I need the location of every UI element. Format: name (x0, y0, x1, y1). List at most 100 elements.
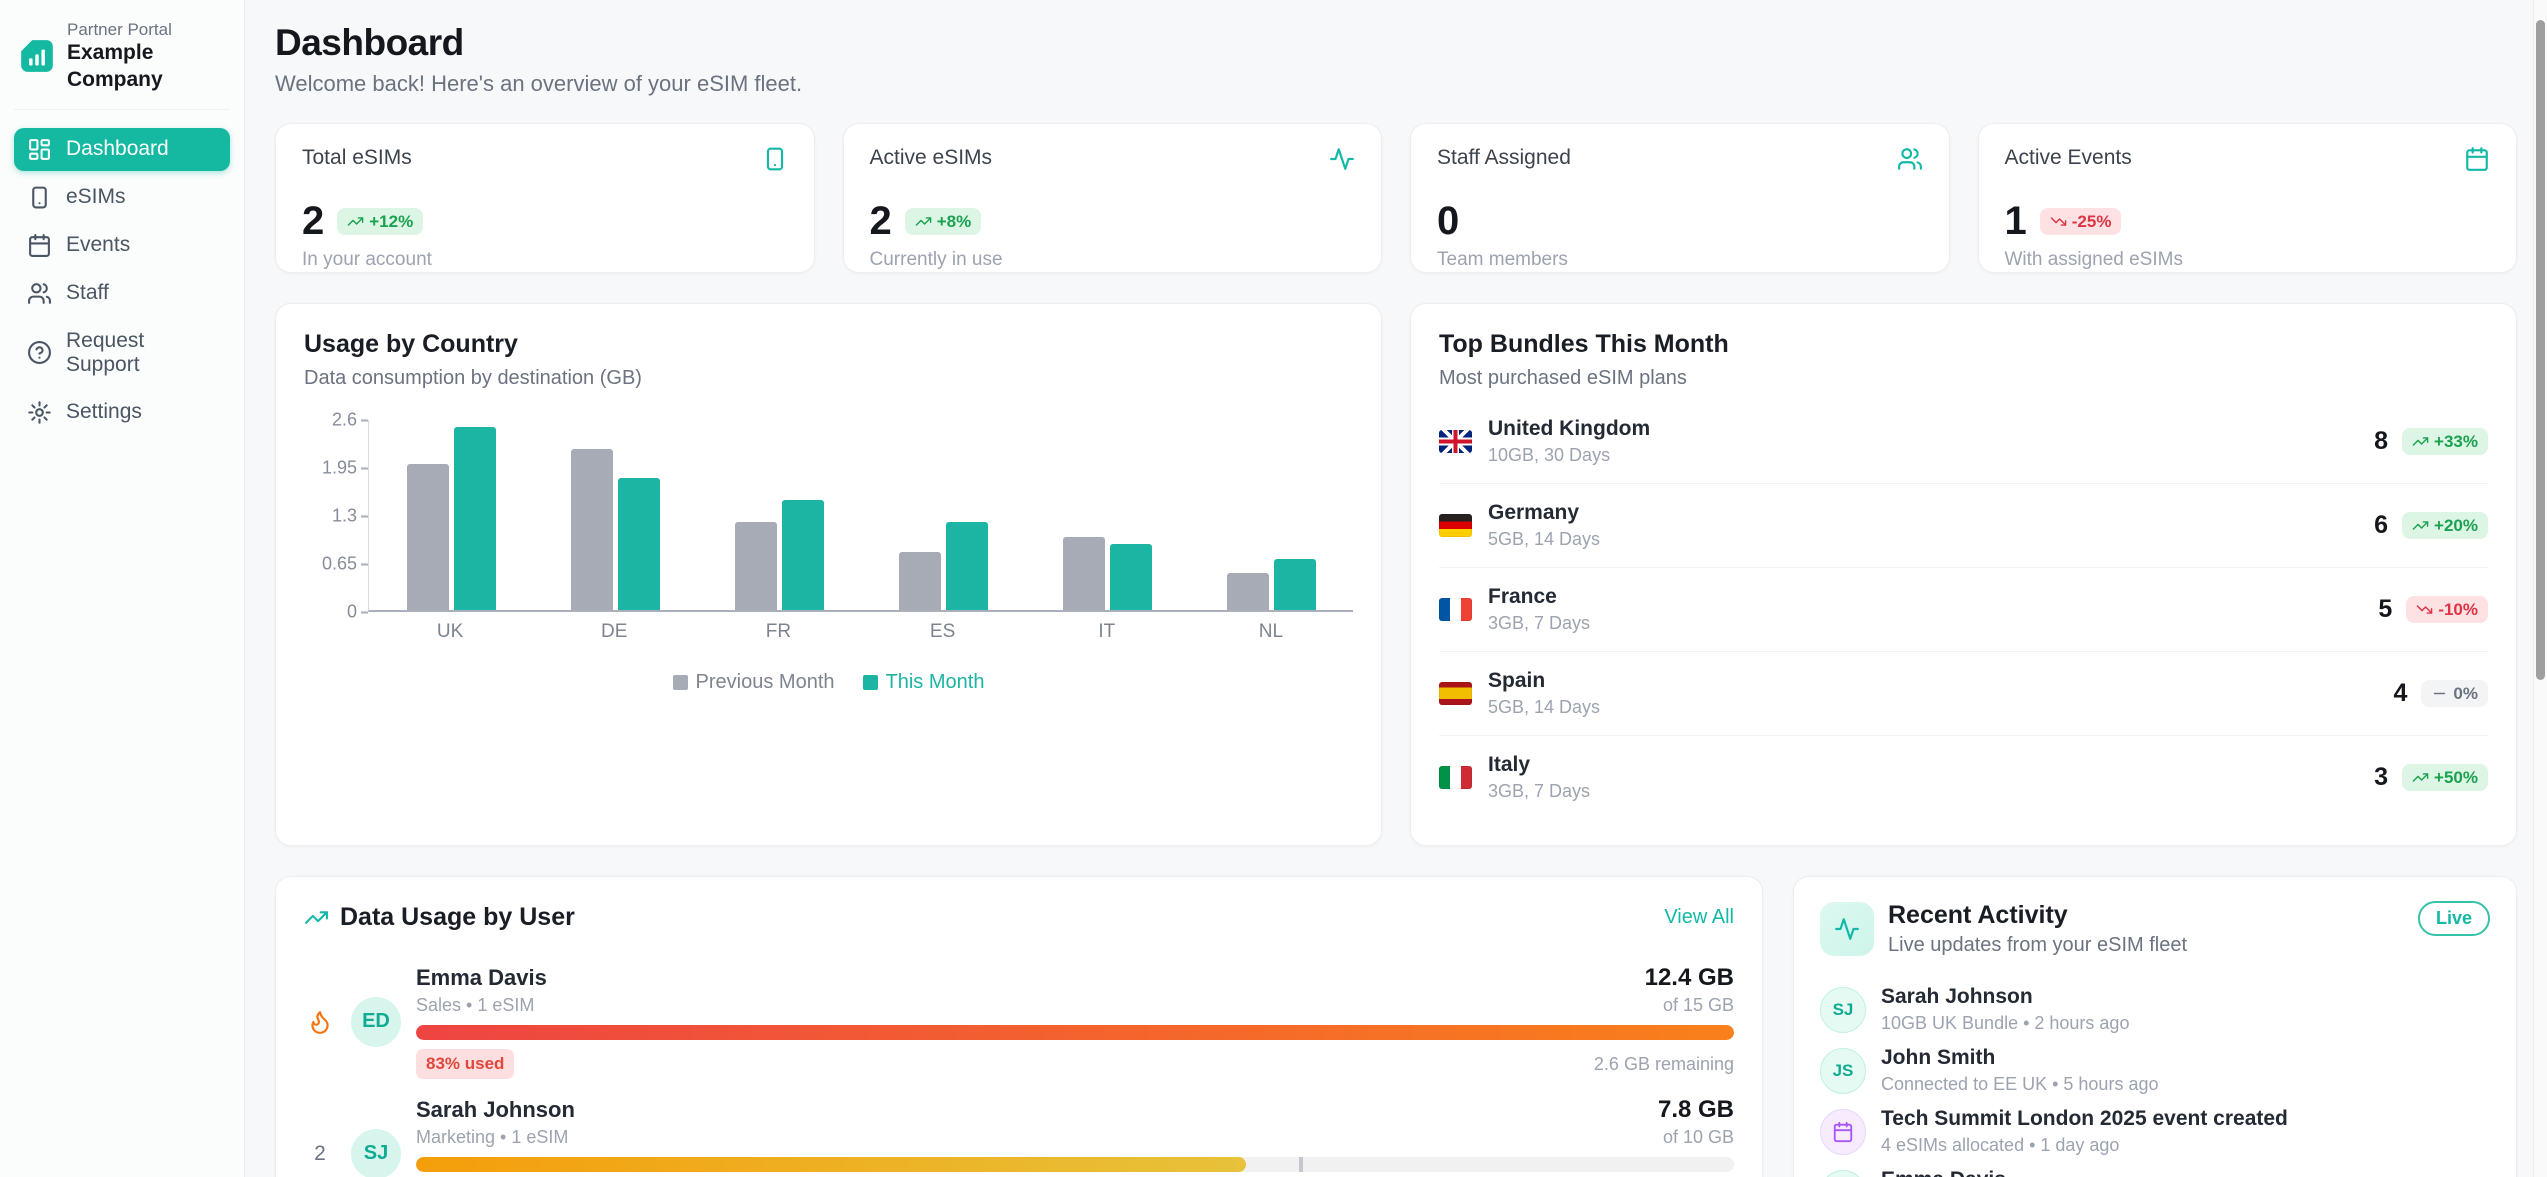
chart-y-tick: 0 (347, 602, 368, 623)
usage-by-country-card: Usage by Country Data consumption by des… (275, 303, 1382, 846)
main-content: Dashboard Welcome back! Here's an overvi… (245, 0, 2547, 1177)
usage-chart-subtitle: Data consumption by destination (GB) (304, 367, 1353, 390)
chart-x-label: NL (1189, 621, 1353, 643)
chart-bar-previous-month (407, 464, 449, 610)
chart-bar-group (533, 420, 697, 610)
chart-tick-dash (361, 467, 368, 469)
chart-x-label: IT (1025, 621, 1189, 643)
sidebar-item-staff[interactable]: Staff (14, 272, 230, 315)
gear-icon (27, 400, 52, 425)
chart-bar-group (369, 420, 533, 610)
activity-meta: 4 eSIMs allocated • 1 day ago (1881, 1135, 2288, 1156)
stat-caption: In your account (302, 249, 788, 271)
chart-tick-dash (361, 563, 368, 565)
legend-swatch (863, 675, 878, 690)
stat-icon-wrap (1897, 146, 1923, 177)
recent-activity-title: Recent Activity (1888, 901, 2187, 930)
sidebar-item-dashboard[interactable]: Dashboard (14, 128, 230, 171)
users-icon (1897, 146, 1923, 172)
stat-label: Total eSIMs (302, 146, 412, 170)
bundle-country: Spain (1488, 669, 2378, 693)
top-bundles-title: Top Bundles This Month (1439, 330, 2488, 359)
help-circle-icon (27, 340, 52, 365)
chart-legend: Previous Month This Month (304, 671, 1353, 694)
sidebar-item-events[interactable]: Events (14, 224, 230, 267)
chart-bar-this-month (782, 500, 824, 610)
sim-card-icon (27, 185, 52, 210)
bundle-count: 5 (2378, 595, 2392, 624)
brand-logo-icon (18, 37, 56, 75)
stat-value: 0 (1437, 201, 1459, 241)
chart-x-label: FR (696, 621, 860, 643)
it-flag-icon (1439, 766, 1472, 789)
activity-row-emma-davis: EDEmma DavisVodafone UK - Birmingham • 1… (1820, 1162, 2490, 1177)
usage-chart: 00.651.31.952.6 UKDEFRESITNL Previous Mo… (304, 420, 1353, 694)
trend-down-icon (2416, 601, 2433, 618)
chart-tick-dash (361, 611, 368, 613)
user-name: Sarah Johnson (416, 1097, 575, 1123)
sidebar-item-label: Events (66, 233, 130, 257)
activity-row-sarah-johnson: SJSarah Johnson10GB UK Bundle • 2 hours … (1820, 979, 2490, 1040)
usage-progress-track (416, 1025, 1734, 1040)
top-user-flame (304, 1009, 336, 1035)
event-calendar-icon (1820, 1109, 1866, 1155)
gb-flag-icon (1439, 430, 1472, 453)
chart-tick-dash (361, 515, 368, 517)
stat-caption: Team members (1437, 249, 1923, 271)
chart-bar-this-month (454, 427, 496, 610)
chart-bar-this-month (618, 478, 660, 610)
change-badge: -25% (2040, 208, 2122, 235)
stat-caption: With assigned eSIMs (2005, 249, 2491, 271)
sidebar-item-label: Staff (66, 281, 109, 305)
activity-name: Emma Davis (1881, 1168, 2194, 1177)
view-all-link[interactable]: View All (1664, 906, 1734, 929)
bundle-count: 8 (2374, 427, 2388, 456)
data-usage-card: Data Usage by User View All EDEmma Davis… (275, 876, 1763, 1177)
activity-list: SJSarah Johnson10GB UK Bundle • 2 hours … (1820, 979, 2490, 1177)
bundle-plan: 5GB, 14 Days (1488, 529, 2358, 550)
user-meta: Marketing • 1 eSIM (416, 1127, 568, 1148)
data-usage-title: Data Usage by User (340, 903, 575, 932)
sidebar-item-label: eSIMs (66, 185, 126, 209)
sidebar-item-esims[interactable]: eSIMs (14, 176, 230, 219)
dash-icon (2431, 685, 2448, 702)
bundle-count: 3 (2374, 763, 2388, 792)
change-badge-label: +8% (937, 213, 972, 230)
flame-icon (307, 1009, 333, 1035)
stat-value: 2 (870, 201, 892, 241)
activity-avatar: SJ (1820, 987, 1866, 1033)
chart-y-tick: 0.65 (322, 554, 368, 575)
pulse-icon (1834, 916, 1860, 942)
bundle-row-france: France3GB, 7 Days5-10% (1439, 568, 2488, 652)
stat-value: 2 (302, 201, 324, 241)
legend-item-this-month: This Month (863, 671, 985, 694)
dashboard-icon (27, 137, 52, 162)
stat-label: Active eSIMs (870, 146, 993, 170)
usage-progress-fill (416, 1157, 1246, 1172)
stat-card-total-esims: Total eSIMs2+12%In your account (275, 123, 815, 273)
scrollbar-thumb[interactable] (2536, 20, 2545, 680)
bundle-plan: 3GB, 7 Days (1488, 781, 2358, 802)
chart-bar-previous-month (1063, 537, 1105, 610)
chart-plot (368, 420, 1353, 612)
sidebar-item-request-support[interactable]: Request Support (14, 320, 230, 386)
usage-pct-badge: 83% used (416, 1049, 514, 1079)
usage-row-emma-davis: EDEmma Davis12.4 GBSales • 1 eSIMof 15 G… (304, 964, 1734, 1079)
bundle-row-spain: Spain5GB, 14 Days40% (1439, 652, 2488, 736)
activity-avatar: ED (1820, 1170, 1866, 1177)
stat-icon-wrap (1329, 146, 1355, 177)
legend-label: Previous Month (696, 671, 835, 694)
recent-activity-subtitle: Live updates from your eSIM fleet (1888, 934, 2187, 957)
sidebar-item-settings[interactable]: Settings (14, 391, 230, 434)
change-badge-label: +20% (2434, 517, 2478, 534)
user-used-value: 7.8 GB (1658, 1096, 1734, 1124)
top-bundles-card: Top Bundles This Month Most purchased eS… (1410, 303, 2517, 846)
avatar: SJ (351, 1129, 401, 1177)
activity-name: Sarah Johnson (1881, 985, 2129, 1009)
users-icon (27, 281, 52, 306)
chart-bar-previous-month (1227, 573, 1269, 610)
change-badge: 0% (2421, 680, 2488, 707)
chart-y-tick: 1.3 (332, 506, 368, 527)
legend-label: This Month (886, 671, 985, 694)
activity-row-tech-summit-london-2025-event-: Tech Summit London 2025 event created4 e… (1820, 1101, 2490, 1162)
